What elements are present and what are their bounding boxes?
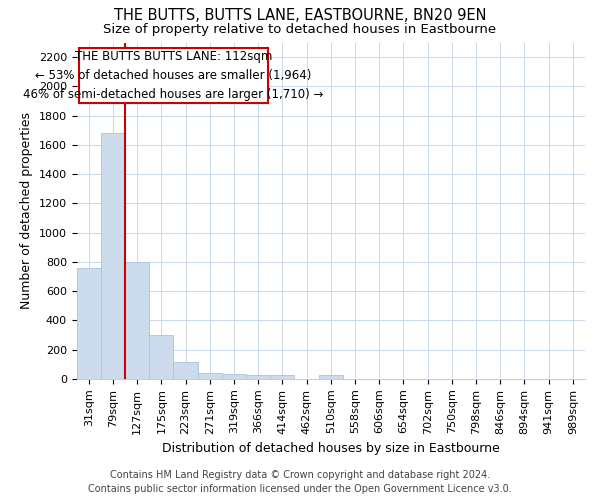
- FancyBboxPatch shape: [79, 48, 268, 103]
- Bar: [173, 362, 197, 379]
- Bar: [319, 375, 343, 379]
- Text: THE BUTTS, BUTTS LANE, EASTBOURNE, BN20 9EN: THE BUTTS, BUTTS LANE, EASTBOURNE, BN20 …: [114, 8, 486, 22]
- Text: Size of property relative to detached houses in Eastbourne: Size of property relative to detached ho…: [103, 22, 497, 36]
- Bar: [149, 335, 173, 379]
- Y-axis label: Number of detached properties: Number of detached properties: [20, 112, 33, 309]
- Bar: [77, 268, 101, 379]
- Bar: [125, 262, 149, 379]
- Bar: [246, 375, 270, 379]
- Bar: [197, 373, 222, 379]
- Bar: [222, 374, 246, 379]
- Bar: [101, 133, 125, 379]
- Bar: [270, 375, 295, 379]
- Text: Contains HM Land Registry data © Crown copyright and database right 2024.
Contai: Contains HM Land Registry data © Crown c…: [88, 470, 512, 494]
- Text: THE BUTTS BUTTS LANE: 112sqm
← 53% of detached houses are smaller (1,964)
46% of: THE BUTTS BUTTS LANE: 112sqm ← 53% of de…: [23, 50, 323, 101]
- X-axis label: Distribution of detached houses by size in Eastbourne: Distribution of detached houses by size …: [162, 442, 500, 455]
